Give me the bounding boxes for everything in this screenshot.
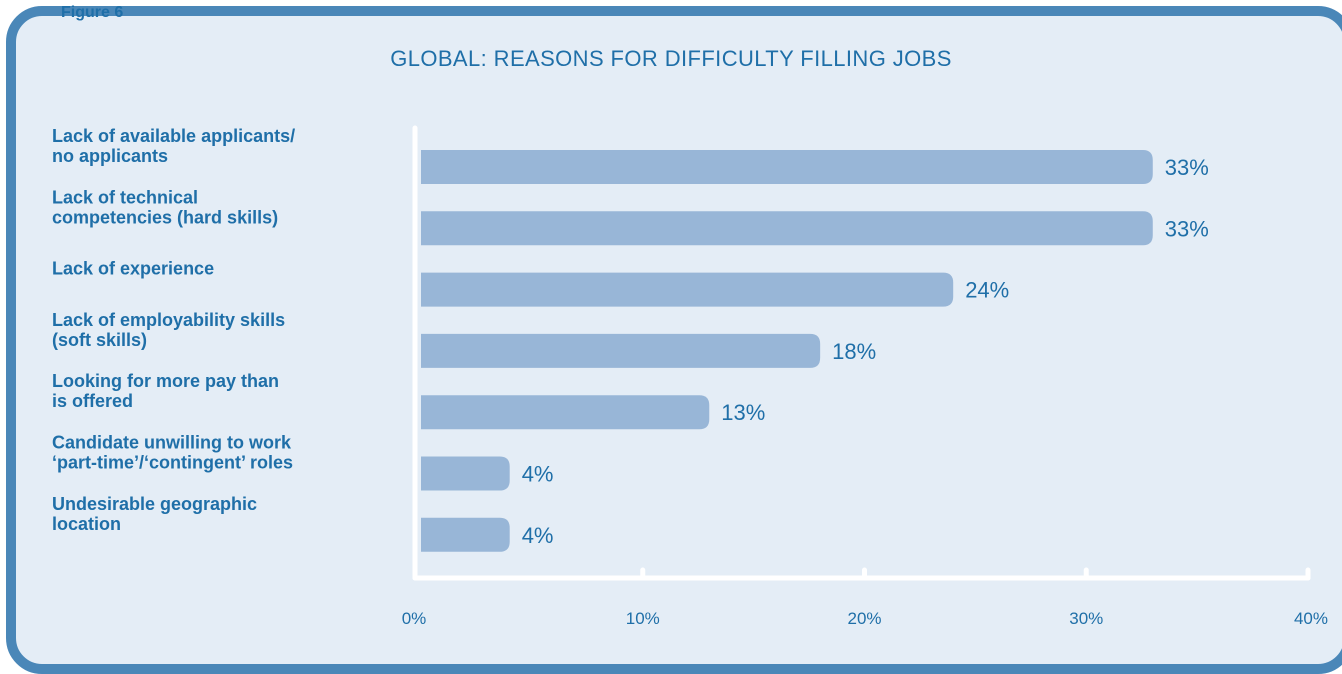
value-label-2: 24% bbox=[965, 278, 1009, 303]
category-label-2: Lack of experience bbox=[52, 259, 214, 279]
chart-title: GLOBAL: REASONS FOR DIFFICULTY FILLING J… bbox=[390, 46, 952, 71]
x-tick-label-0: 0% bbox=[402, 609, 427, 628]
value-label-0: 33% bbox=[1165, 155, 1209, 180]
x-tick-label-1: 10% bbox=[626, 609, 660, 628]
category-label-6: Undesirable geographic location bbox=[52, 494, 257, 534]
bar-3 bbox=[421, 333, 821, 368]
bar-2 bbox=[421, 272, 954, 307]
value-label-5: 4% bbox=[522, 462, 554, 487]
category-label-3: Lack of employability skills (soft skills… bbox=[52, 310, 285, 350]
value-label-3: 18% bbox=[832, 339, 876, 364]
x-tick-label-4: 40% bbox=[1294, 609, 1328, 628]
bar-4 bbox=[421, 395, 710, 430]
category-label-5: Candidate unwilling to work ‘part-time’/‘… bbox=[52, 433, 293, 473]
bar-1 bbox=[421, 211, 1153, 246]
figure-label: Figure 6 bbox=[61, 4, 124, 21]
category-label-4: Looking for more pay than is offered bbox=[52, 371, 279, 411]
value-label-4: 13% bbox=[721, 400, 765, 425]
x-tick-label-2: 20% bbox=[847, 609, 881, 628]
category-label-1: Lack of technical competencies (hard skil… bbox=[52, 187, 278, 227]
bar-0 bbox=[421, 150, 1153, 184]
bar-5 bbox=[421, 456, 510, 491]
category-label-0: Lack of available applicants/no applican… bbox=[52, 126, 295, 166]
x-tick-label-3: 30% bbox=[1069, 609, 1103, 628]
value-label-6: 4% bbox=[522, 523, 554, 548]
bar-6 bbox=[421, 517, 510, 552]
value-label-1: 33% bbox=[1165, 216, 1209, 241]
